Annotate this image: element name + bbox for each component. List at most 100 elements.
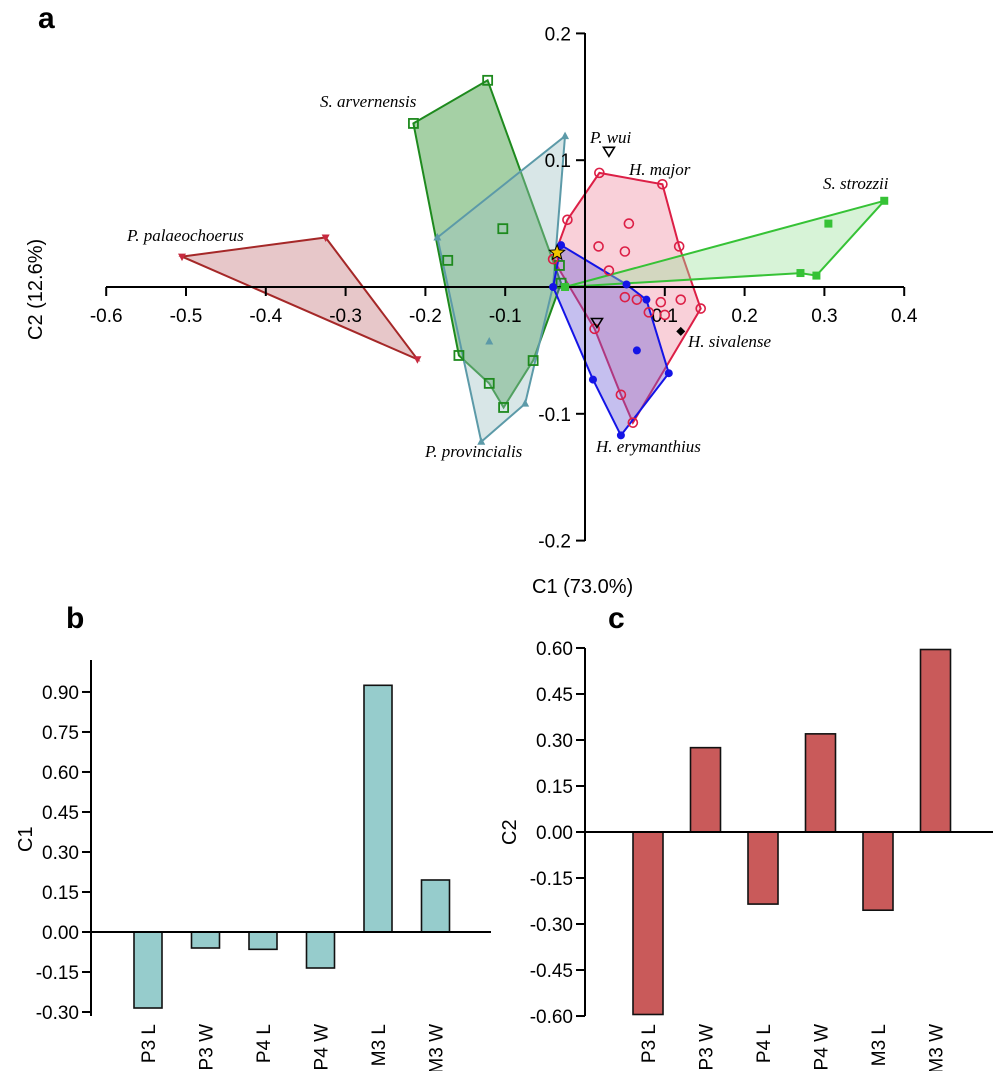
y-tick-label: 0.00: [42, 923, 79, 944]
point-s-arvernensis: [554, 260, 565, 271]
y-tick-label: 0.00: [536, 823, 573, 844]
bar-p4-l: [248, 931, 278, 951]
bar-m3-l: [862, 831, 894, 912]
x-category-label: P3 L: [139, 1024, 160, 1063]
scatter-plot-panel-a: -0.6 -0.5 -0.4 -0.3 -0.2 -0.1 0.1 0.2 0.3 0.4 0.2 0…: [25, 24, 918, 598]
point-p-wui: [602, 146, 616, 158]
bar-p3-l: [632, 831, 664, 1016]
panel-letter-c: c: [608, 602, 625, 635]
y-tick-label: -0.1: [538, 405, 571, 426]
y-tick-label: -0.60: [530, 1007, 573, 1028]
bars: [133, 684, 451, 1009]
y-tick-label: 0.60: [536, 639, 573, 660]
point-s-arvernensis: [483, 377, 495, 389]
point-h-sivalense: [676, 326, 686, 336]
bar-p3-w: [689, 746, 722, 833]
c-y-axis-title: C2: [499, 819, 521, 845]
y-tick-label: -0.2: [538, 532, 571, 553]
point-h-major: [593, 241, 604, 252]
point-h-major: [695, 303, 707, 314]
axis-ticks: -0.6 -0.5 -0.4 -0.3 -0.2 -0.1 0.1 0.2 0.3 0.4 0.2 0…: [90, 24, 918, 552]
x-category-label: P4 L: [254, 1024, 275, 1063]
y-tick-label: 0.45: [42, 803, 79, 824]
y-tick-label: 0.60: [42, 763, 79, 784]
y-tick-label: 0.75: [42, 723, 79, 744]
point-s-arvernensis: [497, 223, 509, 235]
x-category-label: P4 L: [754, 1024, 775, 1063]
x-tick-label: 0.3: [811, 306, 837, 327]
point-s-arvernensis: [442, 254, 454, 266]
y-tick-label: -0.30: [530, 915, 573, 936]
point-s-arvernensis: [482, 74, 494, 86]
panel-letter-b: b: [66, 602, 84, 635]
x-tick-label: -0.2: [409, 306, 442, 327]
point-s-strozzii: [824, 219, 833, 228]
label-h-sivalense: H. sivalense: [687, 332, 772, 351]
y-tick-label: 0.15: [536, 777, 573, 798]
y-tick-label: 0.1: [545, 151, 571, 172]
data-points: [178, 74, 889, 445]
point-h-major: [657, 178, 668, 190]
x-tick-label: -0.6: [90, 306, 123, 327]
x-tick-label: -0.1: [489, 306, 522, 327]
x-category-label: P3 W: [197, 1024, 218, 1071]
point-p-palaeochoerus: [321, 234, 330, 243]
point-h-erymanthius: [632, 346, 641, 355]
x-category-label: P4 W: [812, 1024, 833, 1071]
y-tick-label: -0.30: [36, 1003, 79, 1024]
x-category-label: P3 L: [639, 1024, 660, 1063]
y-tick-label: -0.15: [36, 963, 79, 984]
label-p-wui: P. wui: [589, 128, 632, 147]
label-s-arvernensis: S. arvernensis: [320, 92, 417, 111]
y-tick-label: 0.90: [42, 683, 79, 704]
bar-p4-w: [305, 931, 336, 969]
point-s-arvernensis: [453, 350, 465, 361]
x-tick-label: 0.1: [652, 306, 678, 327]
label-p-palaeochoerus: P. palaeochoerus: [126, 226, 244, 245]
point-s-strozzii: [561, 283, 570, 291]
y-tick-label: -0.15: [530, 869, 573, 890]
point-p-wui: [590, 317, 604, 330]
point-h-major: [659, 309, 671, 321]
y-tick-label: -0.45: [530, 961, 573, 982]
point-p-palaeochoerus: [413, 356, 422, 364]
y-tick-label: 0.30: [536, 731, 573, 752]
point-h-erymanthius: [557, 241, 566, 250]
point-h-erymanthius: [664, 369, 673, 378]
x-category-label: P4 W: [312, 1024, 333, 1071]
point-h-erymanthius: [616, 431, 625, 440]
convex-hulls: [178, 78, 888, 444]
point-h-major: [631, 294, 643, 305]
label-s-strozzii: S. strozzii: [823, 174, 889, 193]
point-h-major: [673, 241, 685, 252]
x-category-label: M3 W: [427, 1024, 448, 1071]
point-h-major: [619, 291, 631, 303]
x-tick-label: 0.2: [731, 306, 757, 327]
point-h-major: [562, 214, 573, 226]
point-p-provincialis: [561, 131, 570, 140]
point-h-erymanthius: [622, 280, 631, 289]
point-s-strozzii: [880, 196, 889, 205]
point-h-major: [655, 296, 667, 308]
x-category-label: M3 L: [869, 1024, 890, 1066]
bar-chart-panel-b: P3 L P3 W P4 L P4 W M3 L M3 W 0.90 0.75 0.60 0.45…: [15, 660, 491, 1071]
point-h-major: [627, 417, 639, 428]
point-h-major: [594, 167, 605, 179]
b-y-axis-title: C1: [15, 826, 37, 852]
bars: [632, 648, 952, 1016]
point-h-major: [623, 218, 635, 229]
point-s-strozzii: [796, 269, 805, 278]
label-h-major: H. major: [628, 160, 691, 179]
bar-p3-w: [190, 931, 221, 949]
bar-m3-l: [363, 684, 393, 933]
point-reference: [548, 243, 566, 261]
x-tick-label: -0.5: [170, 306, 203, 327]
bar-p3-l: [133, 931, 163, 1009]
point-s-arvernensis: [408, 118, 419, 129]
point-s-arvernensis: [498, 402, 510, 413]
c-axis-ticks: P3 L P3 W P4 L P4 W M3 L M3 W 0.60 0.45 0.30 0.15…: [530, 639, 948, 1071]
point-p-provincialis: [521, 399, 530, 407]
point-s-strozzii: [812, 271, 821, 280]
point-h-erymanthius: [549, 283, 558, 291]
